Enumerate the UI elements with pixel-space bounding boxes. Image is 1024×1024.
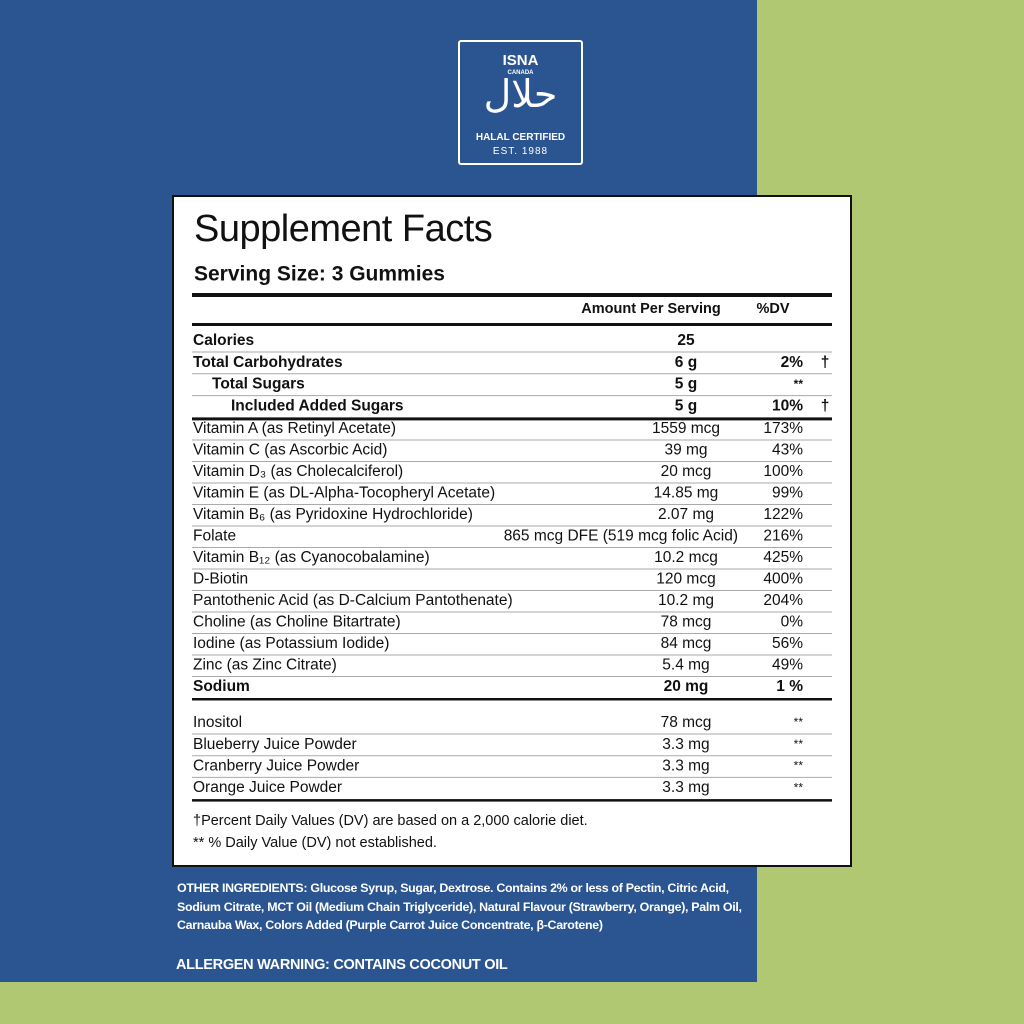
nutrient-name: D-Biotin (193, 571, 248, 588)
serving-size: Serving Size: 3 Gummies (194, 263, 445, 286)
nutrient-dv: 2% (781, 354, 804, 371)
nutrient-amount: 78 mcg (661, 714, 712, 731)
nutrient-name: Vitamin E (as DL-Alpha-Tocopheryl Acetat… (193, 485, 495, 502)
nutrient-name: Vitamin B₆ (as Pyridoxine Hydrochloride) (193, 506, 473, 523)
nutrient-dv: 99% (772, 485, 803, 502)
nutrient-amount: 78 mcg (661, 614, 712, 631)
nutrient-dv: 173% (763, 420, 803, 437)
logo-established: EST. 1988 (492, 146, 549, 157)
nutrient-dv: ** (794, 715, 804, 729)
logo-brand: ISNA (502, 52, 539, 69)
nutrient-name: Zinc (as Zinc Citrate) (193, 657, 337, 674)
other-ingredients: OTHER INGREDIENTS: Glucose Syrup, Sugar,… (177, 881, 742, 932)
nutrient-amount: 1559 mcg (652, 420, 720, 437)
logo-arabic: حلال (483, 72, 558, 116)
nutrient-amount: 3.3 mg (662, 757, 709, 774)
nutrient-amount: 14.85 mg (654, 485, 719, 502)
halal-logo: ISNA CANADA حلال HALAL CERTIFIED EST. 19… (458, 40, 583, 165)
nutrient-dv: ** (794, 737, 804, 751)
nutrient-amount: 5 g (675, 376, 697, 393)
nutrient-dv: 400% (763, 571, 803, 588)
nutrient-amount: 10.2 mg (658, 592, 714, 609)
nutrient-name: Choline (as Choline Bitartrate) (193, 614, 401, 631)
nutrient-dv: 100% (763, 463, 803, 480)
nutrient-name: Calories (193, 332, 254, 349)
nutrient-amount: 3.3 mg (662, 736, 709, 753)
facts-title: Supplement Facts (194, 208, 492, 250)
nutrient-amount: 5 g (675, 397, 697, 414)
nutrient-name: Orange Juice Powder (193, 779, 342, 796)
nutrient-amount: 20 mg (664, 678, 709, 695)
nutrient-name: Vitamin C (as Ascorbic Acid) (193, 442, 387, 459)
nutrient-dv: 0% (781, 614, 804, 631)
nutrient-amount: 25 (677, 332, 695, 349)
nutrient-name: Total Sugars (212, 376, 305, 393)
nutrient-amount: 3.3 mg (662, 779, 709, 796)
allergen-warning: ALLERGEN WARNING: CONTAINS COCONUT OIL (176, 957, 508, 973)
nutrient-name: Included Added Sugars (231, 397, 404, 414)
logo-country: CANADA (507, 70, 534, 76)
nutrient-dv: 49% (772, 657, 803, 674)
header-amount: Amount Per Serving (581, 301, 720, 317)
thick-rule (192, 799, 832, 802)
thick-rule (192, 417, 832, 421)
nutrient-amount: 20 mcg (661, 463, 712, 480)
logo-certification: HALAL CERTIFIED (475, 132, 566, 143)
nutrient-dv: 204% (763, 592, 803, 609)
nutrient-name: Vitamin A (as Retinyl Acetate) (193, 420, 396, 437)
nutrient-name: Folate (193, 528, 236, 545)
nutrient-dv: ** (794, 780, 804, 794)
nutrient-name: Sodium (193, 678, 250, 695)
nutrient-amount: 2.07 mg (658, 506, 714, 523)
nutrient-note: † (821, 354, 830, 371)
nutrient-amount: 120 mcg (656, 571, 715, 588)
nutrient-name: Inositol (193, 714, 242, 731)
nutrient-amount: 39 mg (664, 442, 707, 459)
nutrient-dv: 425% (763, 549, 803, 566)
nutrient-name: Total Carbohydrates (193, 354, 343, 371)
nutrient-dv: 216% (763, 528, 803, 545)
header-dv: %DV (756, 301, 789, 317)
nutrient-amount: 6 g (675, 354, 697, 371)
nutrient-name: Cranberry Juice Powder (193, 757, 359, 774)
nutrient-amount: 865 mcg DFE (519 mcg folic Acid) (504, 528, 738, 545)
nutrient-dv: 10% (772, 397, 803, 414)
nutrient-name: Blueberry Juice Powder (193, 736, 357, 753)
nutrient-dv: 56% (772, 635, 803, 652)
nutrient-amount: 10.2 mcg (654, 549, 718, 566)
nutrient-note: † (821, 397, 830, 414)
thick-rule (192, 323, 832, 326)
facts-panel (172, 195, 852, 867)
nutrient-name: Iodine (as Potassium Iodide) (193, 635, 389, 652)
nutrient-dv: 122% (763, 506, 803, 523)
nutrient-name: Pantothenic Acid (as D-Calcium Pantothen… (193, 592, 513, 609)
thick-rule (192, 293, 832, 297)
nutrient-name: Vitamin B₁₂ (as Cyanocobalamine) (193, 549, 430, 566)
nutrient-dv: ** (794, 377, 804, 391)
nutrient-dv: 43% (772, 442, 803, 459)
footnote: †Percent Daily Values (DV) are based on … (193, 813, 588, 829)
nutrient-dv: ** (794, 759, 804, 773)
nutrient-amount: 5.4 mg (662, 657, 709, 674)
footnote: ** % Daily Value (DV) not established. (193, 835, 437, 851)
nutrient-dv: 1 % (776, 678, 803, 695)
nutrient-name: Vitamin D₃ (as Cholecalciferol) (193, 463, 403, 480)
thick-rule (192, 698, 832, 701)
nutrient-amount: 84 mcg (661, 635, 712, 652)
